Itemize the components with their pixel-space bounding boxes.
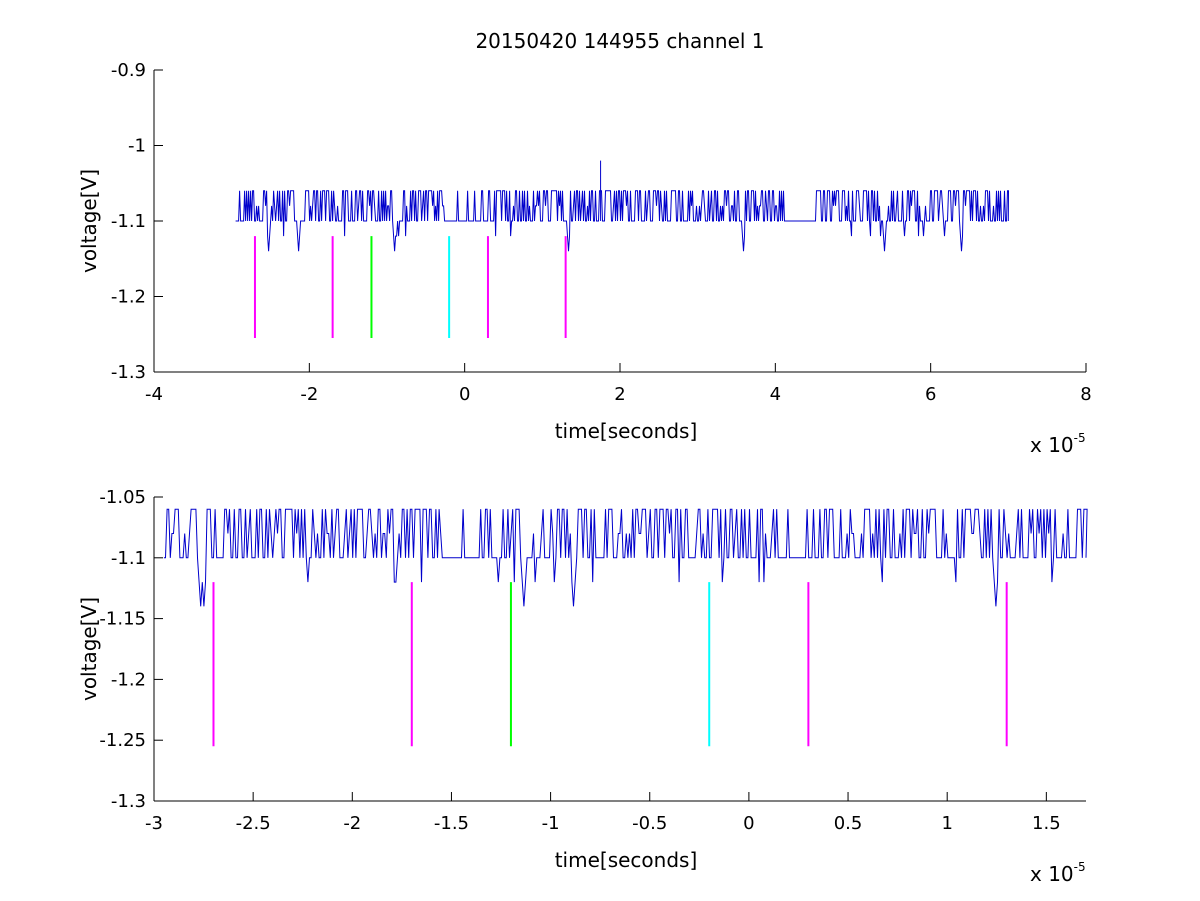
top-y-tick-label: -1: [128, 136, 146, 157]
top-y-tick-label: -0.9: [111, 60, 146, 81]
bottom-plot: -3 -2.5 -2 -1.5 -1 -0.5 0 0.5 1 1.5 -1.3 -1.25 -1.2 -…: [77, 487, 1088, 886]
top-plot: -4 -2 0 2 4 6 8 -1.3 -1.2 -1.1 -1 -0.9 time[seconds]…: [77, 60, 1092, 457]
top-x-axis-label: time[seconds]: [555, 419, 698, 443]
top-y-tick-label: -1.1: [111, 211, 146, 232]
bottom-x-axis-label: time[seconds]: [555, 848, 698, 872]
top-x-tick-label: 2: [614, 384, 625, 405]
top-x-tick-label: -4: [145, 384, 163, 405]
bottom-x-tick-label: 0.5: [834, 813, 863, 834]
bottom-y-tick-label: -1.2: [111, 669, 146, 690]
bottom-y-tick-label: -1.05: [99, 487, 146, 508]
bottom-x-tick-label: -1: [542, 813, 560, 834]
top-x-tick-label: 8: [1080, 384, 1091, 405]
bottom-x-tick-label: 1.5: [1032, 813, 1061, 834]
top-y-axis-label: voltage[V]: [77, 169, 101, 273]
bottom-x-exponent-label: x 10-5: [1030, 860, 1086, 886]
top-signal-trace: [235, 190, 1010, 252]
bottom-y-tick-label: -1.15: [99, 609, 146, 630]
bottom-y-tick-label: -1.1: [111, 548, 146, 569]
bottom-y-axis-label: voltage[V]: [77, 597, 101, 701]
bottom-x-tick-label: -1.5: [434, 813, 469, 834]
top-y-tick-label: -1.2: [111, 287, 146, 308]
top-y-tick-label: -1.3: [111, 362, 146, 383]
top-x-tick-label: -2: [300, 384, 318, 405]
bottom-x-tick-label: -2: [343, 813, 361, 834]
bottom-y-tick-label: -1.3: [111, 791, 146, 812]
bottom-signal-trace: [163, 508, 1088, 607]
top-x-tick-label: 4: [770, 384, 781, 405]
bottom-x-tick-label: -3: [145, 813, 163, 834]
bottom-x-tick-label: -2.5: [236, 813, 271, 834]
chart-title: 20150420 144955 channel 1: [475, 29, 764, 53]
bottom-x-tick-label: 1: [941, 813, 952, 834]
bottom-y-tick-label: -1.25: [99, 730, 146, 751]
top-x-tick-label: 0: [459, 384, 470, 405]
bottom-x-tick-label: 0: [743, 813, 754, 834]
top-x-tick-label: 6: [925, 384, 936, 405]
top-x-exponent-label: x 10-5: [1030, 431, 1086, 457]
bottom-x-tick-label: -0.5: [632, 813, 667, 834]
